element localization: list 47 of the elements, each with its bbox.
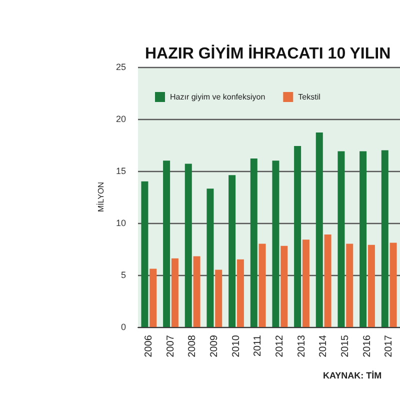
bar xyxy=(228,175,236,327)
y-axis-title: MİLYON xyxy=(96,182,106,212)
bar xyxy=(280,246,288,327)
bar xyxy=(390,242,397,327)
bar xyxy=(258,244,266,327)
x-tick-label: 2014 xyxy=(318,334,330,358)
y-tick-label: 0 xyxy=(120,322,126,332)
x-tick-label: 2008 xyxy=(187,334,198,358)
x-tick-label: 2007 xyxy=(165,334,176,358)
x-tick-label: 2013 xyxy=(296,334,308,358)
legend-label: Hazır giyim ve konfeksiyon xyxy=(170,92,266,102)
bar xyxy=(272,160,280,327)
x-tick-label: 2011 xyxy=(252,334,264,357)
x-tick-label: 2006 xyxy=(143,334,154,358)
y-tick-label: 20 xyxy=(116,114,126,124)
y-tick-label: 15 xyxy=(116,166,126,176)
bar xyxy=(150,268,157,327)
bar xyxy=(250,158,258,327)
text: KAYNAK: TİM xyxy=(323,370,382,380)
bar xyxy=(338,151,345,327)
bar xyxy=(141,181,148,327)
y-tick-label: 10 xyxy=(116,218,126,228)
bar xyxy=(215,270,222,327)
chart-title: HAZIR GİYİM İHRACATI 10 YILIN xyxy=(145,44,391,62)
x-tick-label: 2010 xyxy=(230,334,242,358)
bar xyxy=(368,244,375,327)
bar xyxy=(171,258,178,327)
bar xyxy=(302,240,310,327)
x-tick-label: 2017 xyxy=(384,334,395,358)
bar xyxy=(360,151,367,327)
bar xyxy=(294,146,302,327)
bar xyxy=(193,256,200,327)
bar xyxy=(324,234,332,327)
x-tick-label: 2009 xyxy=(208,334,220,358)
bar xyxy=(316,132,323,327)
x-tick-label: 2016 xyxy=(362,334,373,358)
bar xyxy=(163,160,170,327)
bar xyxy=(346,244,354,327)
bar xyxy=(206,188,214,327)
y-tick-label: 5 xyxy=(120,270,126,280)
bar xyxy=(184,164,192,327)
legend-label: Tekstil xyxy=(298,92,321,102)
bar xyxy=(381,150,388,327)
x-tick-label: 2012 xyxy=(274,334,286,358)
y-tick-label: 25 xyxy=(116,62,126,72)
bar xyxy=(236,259,244,327)
x-tick-label: 2015 xyxy=(340,334,351,358)
